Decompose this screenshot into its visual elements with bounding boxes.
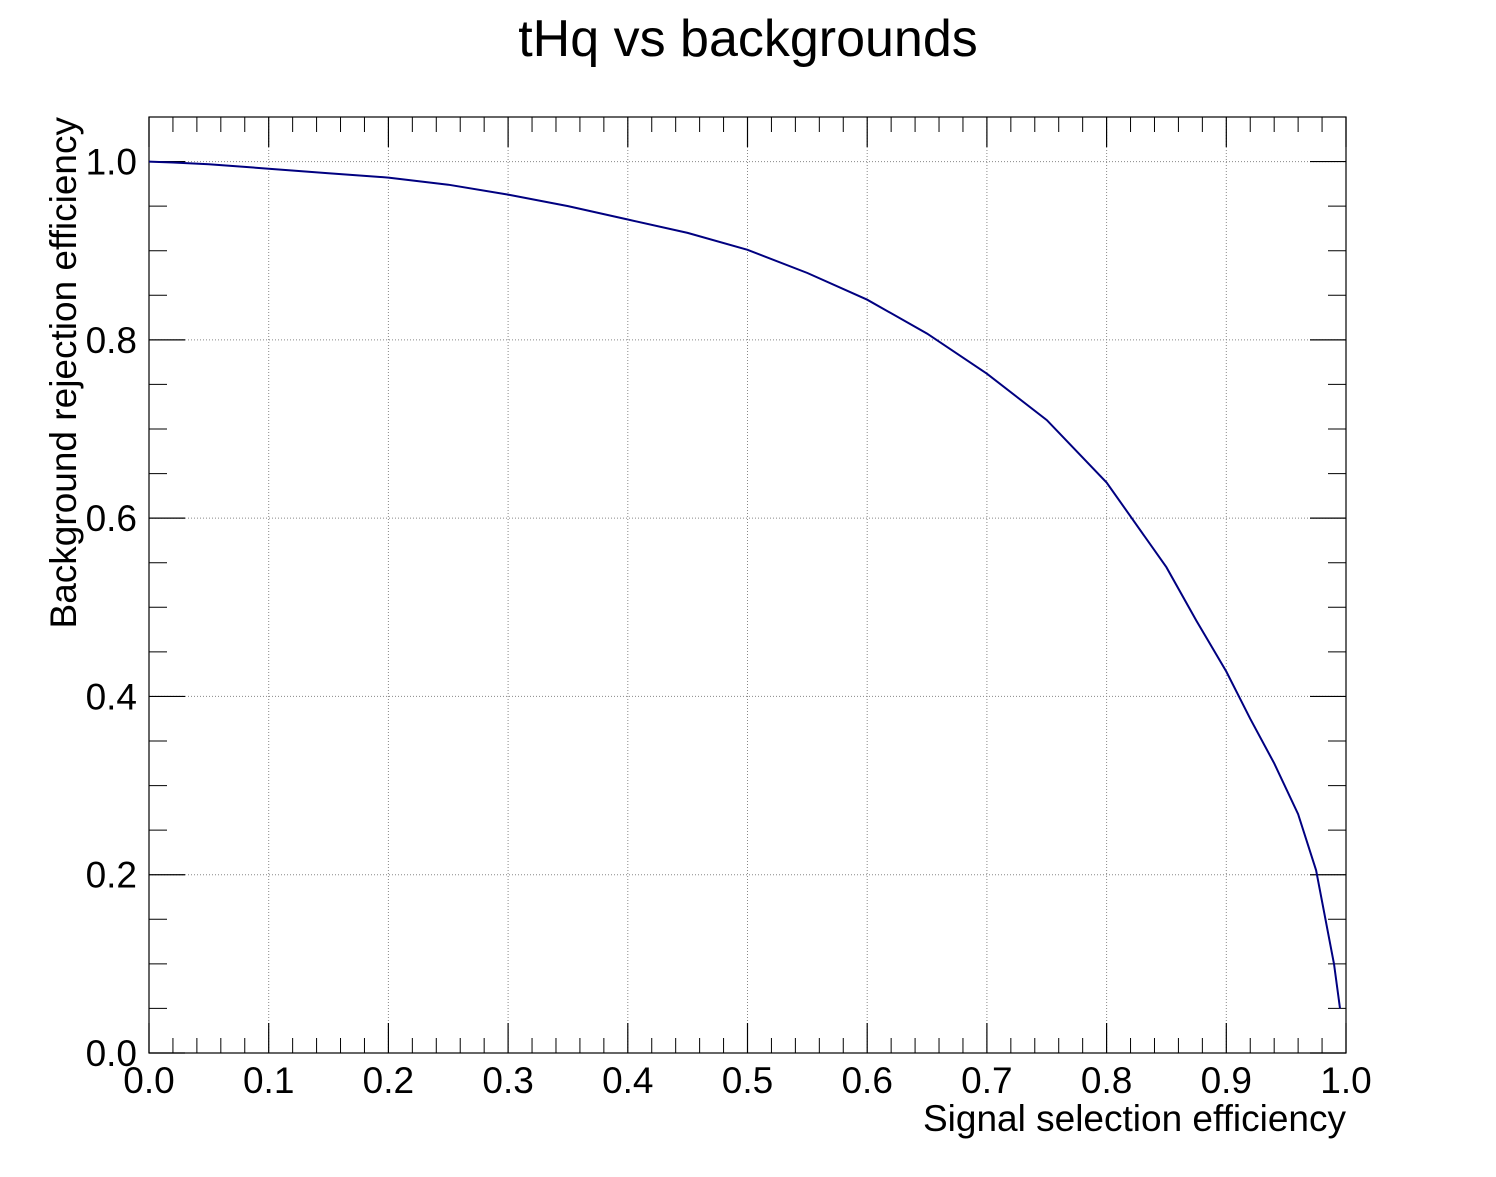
chart-title: tHq vs backgrounds xyxy=(518,10,978,68)
plot-frame xyxy=(148,116,1347,1054)
x-tick-label: 0.8 xyxy=(1081,1060,1132,1101)
y-tick-label: 0.6 xyxy=(86,498,137,539)
x-tick-label: 0.1 xyxy=(243,1060,294,1101)
x-tick-label: 0.7 xyxy=(961,1060,1012,1101)
y-tick-label: 1.0 xyxy=(86,142,137,183)
y-tick-labels: 0.0 0.2 0.4 0.6 0.8 1.0 xyxy=(86,142,137,1074)
x-tick-label: 1.0 xyxy=(1320,1060,1371,1101)
y-tick-label: 0.4 xyxy=(86,676,137,717)
x-tick-label: 0.9 xyxy=(1201,1060,1252,1101)
y-tick-label: 0.2 xyxy=(86,855,137,896)
grid-lines xyxy=(149,117,1346,1053)
y-tick-label: 0.8 xyxy=(86,320,137,361)
series-layer xyxy=(148,160,1341,1009)
x-tick-label: 0.4 xyxy=(602,1060,653,1101)
x-tick-label: 0.0 xyxy=(123,1060,174,1101)
axis-ticks xyxy=(148,116,1347,1054)
y-tick-label: 0.0 xyxy=(86,1033,137,1074)
x-tick-label: 0.2 xyxy=(363,1060,414,1101)
series-line-0 xyxy=(148,160,1341,1009)
y-axis-title: Background rejection efficiency xyxy=(43,117,84,629)
x-tick-label: 0.3 xyxy=(482,1060,533,1101)
x-axis-title: Signal selection efficiency xyxy=(923,1098,1347,1139)
x-tick-label: 0.6 xyxy=(841,1060,892,1101)
x-tick-label: 0.5 xyxy=(722,1060,773,1101)
x-tick-labels: 0.0 0.1 0.2 0.3 0.4 0.5 0.6 0.7 0.8 0.9 1.0 xyxy=(123,1060,1371,1101)
